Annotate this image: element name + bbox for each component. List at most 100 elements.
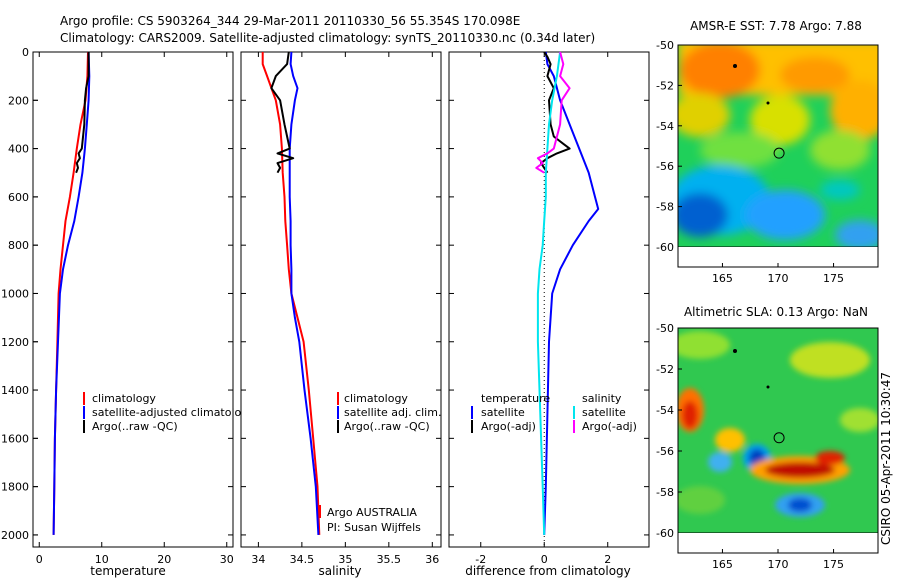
lat-tick-label: -58 [656,201,674,214]
legend-label-climatology: climatology [92,392,156,405]
salinity-xlabel: salinity [318,564,361,578]
map-outer-frame [677,44,879,268]
series-line-temperature-satellite [543,51,600,535]
xtick-label: 20 [157,553,171,566]
xtick-label: 35 [338,553,352,566]
difference-panel: -2 0 2 difference from climatology tempera… [448,51,650,578]
island-dot [766,101,770,105]
difference-legend: temperature satellite Argo(-adj) salinit… [471,392,637,433]
sla-map-title: Altimetric SLA: 0.13 Argo: NaN [684,305,868,319]
legend-label-satellite: satellite adj. clim. [344,406,441,419]
lat-tick-label: -54 [656,404,674,417]
figure-title-line1: Argo profile: CS 5903264_344 29-Mar-2011… [60,14,520,28]
lat-tick-label: -56 [656,160,674,173]
figure-title-line2: Climatology: CARS2009. Satellite-adjuste… [60,31,595,45]
lat-tick-label: -54 [656,120,674,133]
legend-label-temp-satellite: satellite [481,406,525,419]
lon-tick-label: 170 [768,272,789,285]
legend-label-argo: Argo(..raw -QC) [344,420,430,433]
series-line-salinity-argo-adj- [535,51,571,174]
legend-label-climatology: climatology [344,392,408,405]
legend-label-argo: Argo(..raw -QC) [92,420,178,433]
series-line-satellite-adjusted-climatology [52,51,91,535]
ytick-label: 1800 [1,481,29,494]
lat-tick-label: -60 [656,241,674,254]
temperature-axes-frame [32,51,234,548]
lon-tick-label: 165 [712,272,733,285]
sst-map-panel: AMSR-E SST: 7.78 Argo: 7.88 [656,19,879,285]
lat-tick-label: -50 [656,39,674,52]
ytick-label: 1000 [1,287,29,300]
generation-stamp: CSIRO 05-Apr-2011 10:30:47 [879,372,893,545]
difference-lines [535,51,600,535]
sst-lon-ticks: 165 170 175 [677,44,879,285]
xtick-label: 36 [425,553,439,566]
series-line-salinity-satellite [536,51,562,535]
xtick-label: 34.5 [290,553,315,566]
lon-tick-label: 175 [823,272,844,285]
sst-lat-ticks: -50 -52 -54 -56 -58 -60 [656,39,682,254]
temperature-panel: 0 200 400 600 800 1000 1200 1400 1600 1800 2000 0 1… [1,46,255,578]
ytick-label: 600 [8,191,29,204]
annotation-line2: PI: Susan Wijffels [327,521,421,534]
salinity-annotation: Argo AUSTRALIA PI: Susan Wijffels [319,505,421,534]
series-line-argo-raw-qc- [75,52,90,174]
island-dot [733,349,737,353]
series-line-satellite-adj-clim- [288,51,320,535]
xtick-label: 34 [251,553,265,566]
argo-position-marker [773,147,785,159]
salinity-legend: climatology satellite adj. clim. Argo(..… [337,392,441,433]
series-line-argo-raw-qc- [270,51,295,174]
xtick-label: 35.5 [377,553,402,566]
depth-ticks: 0 200 400 600 800 1000 1200 1400 1600 1800 2000 [1,46,38,542]
sst-map-title: AMSR-E SST: 7.78 Argo: 7.88 [690,19,862,33]
ytick-label: 1400 [1,384,29,397]
salinity-xticks: 34 34.5 35 35.5 36 [241,51,441,566]
ytick-label: 400 [8,143,29,156]
annotation-line1: Argo AUSTRALIA [327,506,417,519]
map-bottom-band [678,533,878,553]
sst-heatmap [678,45,878,247]
argo-position-marker [773,432,785,444]
temperature-legend: climatology satellite-adjusted climatolo… [83,392,255,433]
temperature-lines [52,51,91,535]
difference-xlabel: difference from climatology [465,564,631,578]
island-dot [733,64,737,68]
map-outer-frame [677,327,879,554]
legend-label-sal-satellite: satellite [582,406,626,419]
xtick-label: 30 [220,553,234,566]
lat-tick-label: -52 [656,79,674,92]
island-dot [766,385,770,389]
ytick-label: 1600 [1,432,29,445]
ytick-label: 0 [22,46,29,59]
xtick-label: 2 [604,553,611,566]
xtick-label: 0 [36,553,43,566]
temperature-xticks: 0 10 20 30 [33,51,234,566]
series-line-climatology [261,52,321,535]
ytick-label: 1200 [1,336,29,349]
sla-map-panel: Altimetric SLA: 0.13 Argo: NaN [656,305,879,571]
salinity-panel: 34 34.5 35 35.5 36 salinity climatology sate… [240,51,442,578]
ytick-label: 800 [8,239,29,252]
difference-xticks: -2 0 2 [449,51,649,566]
salinity-axes-frame [240,51,442,548]
legend-label-sal-argo: Argo(-adj) [582,420,637,433]
map-bottom-band [678,247,878,267]
salinity-lines [261,51,321,535]
sla-lon-ticks: 165 170 175 [677,327,879,571]
legend-label-satellite: satellite-adjusted climatology [92,406,255,419]
lat-tick-label: -58 [656,486,674,499]
series-line-temperature-argo-adj- [540,51,571,174]
xtick-label: 0 [541,553,548,566]
lat-tick-label: -60 [656,527,674,540]
lon-tick-label: 170 [768,558,789,571]
lat-tick-label: -56 [656,445,674,458]
lat-tick-label: -52 [656,363,674,376]
legend-label-temp-argo: Argo(-adj) [481,420,536,433]
lon-tick-label: 175 [823,558,844,571]
sla-lat-ticks: -50 -52 -54 -56 -58 -60 [656,322,682,540]
legend-title-temperature: temperature [481,392,550,405]
xtick-label: 10 [95,553,109,566]
ytick-label: 2000 [1,529,29,542]
